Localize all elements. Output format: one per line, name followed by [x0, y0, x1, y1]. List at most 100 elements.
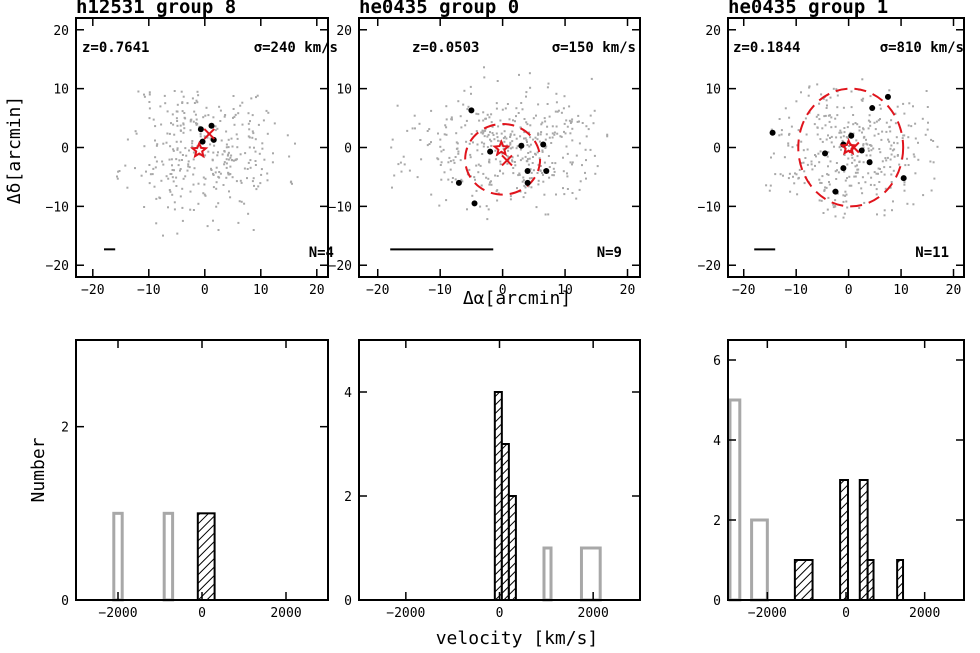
field-point	[555, 92, 558, 95]
field-point	[532, 138, 535, 141]
member-point	[832, 188, 839, 195]
field-point	[411, 127, 414, 130]
field-point	[850, 90, 853, 93]
histogram-bar-member	[196, 512, 216, 601]
field-point	[883, 209, 886, 212]
field-point	[216, 127, 219, 130]
field-point	[192, 209, 195, 211]
field-point	[515, 107, 518, 110]
field-point	[490, 180, 492, 183]
field-point	[830, 116, 833, 119]
field-point	[241, 101, 244, 104]
field-point	[197, 182, 200, 185]
member-point	[848, 132, 855, 139]
field-point	[480, 131, 483, 134]
field-point	[155, 160, 158, 163]
field-point	[154, 139, 156, 142]
field-point	[869, 144, 872, 146]
field-point	[842, 194, 845, 197]
field-point	[179, 168, 182, 170]
field-point	[235, 180, 238, 183]
field-point	[827, 151, 830, 154]
field-point	[873, 171, 876, 174]
field-point	[525, 121, 528, 124]
field-point	[523, 131, 526, 134]
panel-3: −20 −10 0 10 20 −20 −10 0 10 20	[698, 17, 965, 298]
x-tick-label: 20	[309, 283, 325, 298]
field-point	[485, 117, 487, 120]
field-point	[828, 183, 831, 186]
field-point	[180, 90, 183, 93]
field-point	[774, 173, 777, 176]
field-point	[913, 155, 916, 158]
field-point	[193, 102, 196, 104]
field-point	[525, 91, 528, 94]
x-tick-label: 10	[893, 283, 909, 298]
field-point	[881, 160, 884, 163]
field-point	[883, 166, 886, 169]
redshift-label-3: z=0.1844	[733, 40, 800, 56]
field-point	[266, 179, 269, 182]
field-point	[207, 150, 210, 153]
field-point	[255, 96, 257, 99]
y-tick-label: 20	[705, 24, 721, 39]
field-point	[853, 159, 856, 162]
field-point	[408, 169, 411, 172]
field-point	[457, 152, 460, 155]
field-point	[826, 104, 828, 107]
field-point	[159, 105, 162, 108]
field-point	[195, 123, 198, 126]
field-point	[511, 130, 514, 133]
field-point	[491, 132, 494, 134]
field-point	[823, 189, 826, 192]
field-point	[881, 130, 884, 133]
field-point	[907, 136, 910, 139]
field-point	[819, 181, 822, 184]
field-point	[553, 131, 556, 134]
field-point	[259, 182, 262, 185]
field-point	[478, 119, 481, 122]
field-point	[880, 138, 883, 141]
field-point	[541, 150, 544, 153]
field-point	[455, 147, 458, 150]
field-point	[390, 146, 393, 149]
field-point	[765, 184, 768, 187]
field-point	[864, 181, 867, 184]
field-point	[171, 164, 173, 167]
field-point	[490, 183, 493, 186]
field-point	[418, 122, 421, 125]
field-point	[873, 134, 876, 137]
field-point	[910, 125, 913, 128]
field-point	[890, 119, 893, 122]
field-point	[515, 137, 518, 140]
field-point	[186, 169, 189, 172]
field-point	[439, 145, 442, 148]
field-point	[539, 133, 542, 136]
field-point	[822, 97, 825, 100]
field-point	[571, 192, 574, 194]
field-point	[796, 144, 799, 147]
field-point	[843, 131, 846, 134]
x-tick-label: −20	[366, 283, 389, 298]
member-point	[487, 148, 494, 155]
field-point	[143, 206, 146, 208]
field-point	[195, 99, 198, 102]
field-point	[462, 103, 465, 106]
field-point	[890, 153, 893, 156]
field-point	[399, 161, 402, 164]
field-point	[248, 146, 251, 149]
field-point	[447, 161, 450, 164]
field-point	[530, 186, 533, 189]
field-point	[536, 151, 539, 154]
field-point	[187, 160, 190, 163]
field-point	[430, 109, 433, 112]
field-point	[566, 172, 568, 175]
field-point	[528, 157, 531, 160]
x-tick-label: −20	[732, 283, 755, 298]
field-point	[834, 170, 837, 173]
field-point	[560, 111, 563, 114]
field-point	[873, 184, 876, 187]
field-point	[246, 168, 249, 170]
y-tick-label: 10	[705, 83, 721, 98]
field-point	[570, 120, 573, 123]
